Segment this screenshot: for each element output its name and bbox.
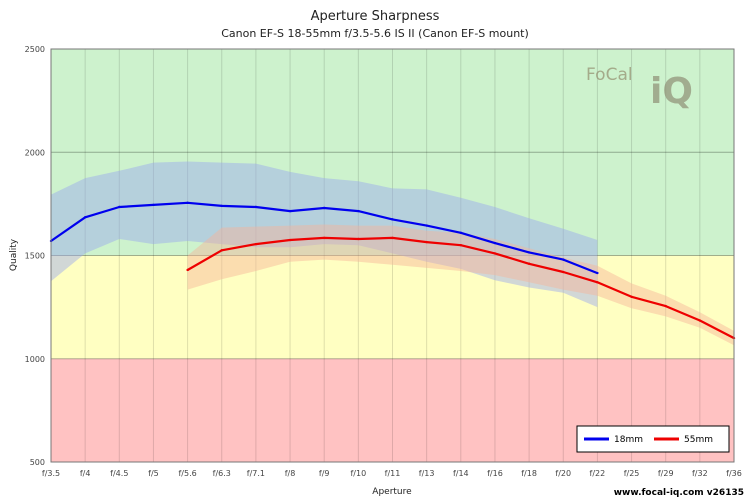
x-tick-label-17: f/25 — [624, 469, 640, 478]
point-18mm-f/11 — [391, 218, 394, 221]
series-lines — [49, 201, 736, 340]
focal-iq-logo: FoCal iQ — [586, 65, 693, 112]
x-tick-label-16: f/22 — [590, 469, 606, 478]
y-axis-label: Quality — [9, 238, 19, 271]
point-18mm-f/5 — [152, 203, 155, 207]
legend-label-55mm: 55mm — [684, 435, 713, 445]
point-18mm-f/20 — [562, 258, 565, 261]
point-18mm-f/8 — [288, 209, 292, 213]
x-tick-label-18: f/29 — [658, 469, 674, 478]
x-tick-label-6: f/7.1 — [247, 469, 265, 478]
x-tick-label-9: f/10 — [350, 469, 366, 478]
logo-wordmark: FoCal — [586, 65, 633, 85]
chart-title: Aperture Sharpness — [311, 9, 440, 24]
quality-zone-2 — [51, 49, 734, 256]
point-18mm-f/7.1 — [254, 205, 258, 209]
x-tick-label-10: f/11 — [385, 469, 401, 478]
band-18mm — [51, 161, 598, 308]
x-tick-label-12: f/14 — [453, 469, 469, 478]
point-55mm-f/14 — [459, 243, 462, 247]
point-55mm-f/32 — [698, 319, 702, 322]
footer-credit: www.focal-iq.com v26135 — [614, 488, 744, 498]
x-tick-label-20: f/36 — [726, 469, 742, 478]
y-axis-ticks: 500 1000 1500 2000 2500 — [25, 45, 45, 467]
logo-iq-mark: iQ — [650, 71, 693, 112]
chart-subtitle: Canon EF-S 18-55mm f/3.5-5.6 IS II (Cano… — [221, 27, 529, 40]
point-55mm-f/29 — [664, 304, 667, 308]
point-55mm-f/7.1 — [254, 242, 258, 246]
confidence-bands — [51, 161, 735, 346]
y-tick-label-0: 500 — [30, 458, 45, 467]
point-55mm-f/20 — [562, 270, 565, 274]
point-55mm-f/25 — [630, 295, 633, 298]
legend-label-18mm: 18mm — [614, 435, 643, 445]
x-tick-label-4: f/5.6 — [178, 469, 196, 478]
y-tick-label-2: 1500 — [25, 252, 45, 261]
point-55mm-f/18 — [527, 262, 531, 265]
y-tick-label-3: 2000 — [25, 148, 45, 157]
point-18mm-f/9 — [323, 206, 326, 210]
x-tick-label-8: f/9 — [319, 469, 330, 478]
legend: 18mm 55mm — [576, 425, 730, 453]
point-55mm-f/10 — [357, 237, 360, 241]
point-18mm-f/16 — [493, 241, 497, 245]
point-55mm-f/8 — [288, 238, 292, 242]
point-55mm-f/11 — [391, 236, 394, 240]
x-tick-label-15: f/20 — [555, 469, 571, 478]
x-tick-label-0: f/3.5 — [42, 469, 60, 478]
x-tick-label-5: f/6.3 — [213, 469, 231, 478]
x-tick-label-3: f/5 — [148, 469, 159, 478]
point-18mm-f/5.6 — [186, 201, 189, 205]
x-axis-label: Aperture — [372, 487, 412, 497]
y-tick-label-1: 1000 — [25, 355, 45, 364]
point-18mm-f/4.5 — [118, 205, 121, 209]
point-18mm-f/22 — [596, 271, 599, 275]
point-55mm-f/13 — [425, 240, 428, 244]
point-55mm-f/6.3 — [220, 249, 223, 252]
quality-zone-1 — [51, 255, 734, 359]
x-tick-label-13: f/16 — [487, 469, 503, 478]
x-tick-label-1: f/4 — [80, 469, 91, 478]
x-tick-label-2: f/4.5 — [110, 469, 128, 478]
point-55mm-f/5.6 — [186, 268, 189, 272]
x-tick-label-7: f/8 — [285, 469, 296, 478]
plot-border — [50, 48, 735, 463]
point-18mm-f/6.3 — [220, 204, 223, 208]
y-tick-label-4: 2500 — [25, 45, 45, 54]
x-axis-ticks: f/3.5 f/4 f/4.5 f/5 f/5.6 f/6.3 f/7.1 f/8 f/9 f/1… — [42, 469, 742, 478]
point-18mm-f/10 — [357, 209, 360, 213]
x-tick-label-11: f/13 — [419, 469, 435, 478]
point-18mm-f/14 — [459, 231, 462, 234]
x-tick-label-19: f/32 — [692, 469, 708, 478]
point-55mm-f/9 — [323, 236, 326, 240]
point-55mm-f/22 — [596, 281, 599, 284]
point-18mm-f/4 — [83, 216, 87, 219]
point-55mm-f/16 — [493, 252, 497, 255]
band-55mm — [187, 224, 735, 346]
point-18mm-f/18 — [527, 251, 531, 254]
x-tick-label-14: f/18 — [521, 469, 537, 478]
point-18mm-f/13 — [425, 224, 428, 227]
quality-zones — [51, 49, 734, 462]
